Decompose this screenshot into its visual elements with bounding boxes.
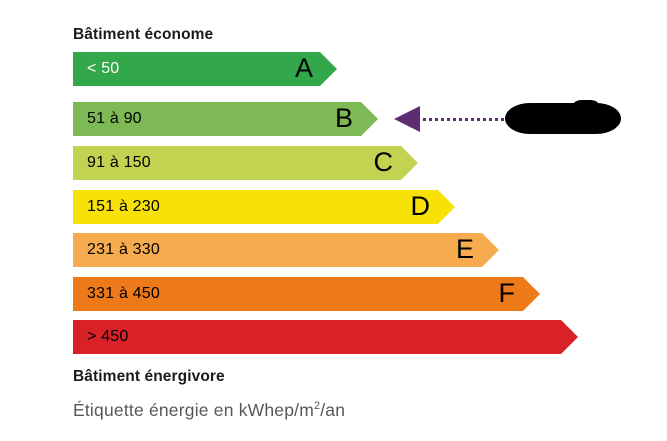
bar-class-letter-c: C bbox=[373, 147, 394, 177]
bar-range-label-a: < 50 bbox=[87, 60, 120, 77]
bar-range-label-g: > 450 bbox=[87, 328, 129, 345]
bar-class-letter-f: F bbox=[498, 278, 516, 308]
energy-class-bar-b: 51 à 90 B bbox=[73, 102, 378, 136]
bar-shape-f bbox=[73, 277, 540, 311]
bar-shape-c bbox=[73, 146, 418, 180]
bar-class-letter-b: B bbox=[334, 103, 353, 133]
energy-class-bar-d: 151 à 230 D bbox=[73, 190, 455, 224]
bar-shape-b bbox=[73, 102, 378, 136]
bar-class-letter-a: A bbox=[294, 53, 313, 83]
energy-class-bar-e: 231 à 330 E bbox=[73, 233, 499, 267]
bar-range-label-b: 51 à 90 bbox=[87, 110, 142, 127]
caption-energy-unit: Étiquette énergie en kWhep/m2/an bbox=[73, 400, 345, 421]
unit-suffix-text: /an bbox=[320, 400, 346, 420]
energy-class-bar-a: < 50 A bbox=[73, 52, 337, 86]
bar-class-letter-d: D bbox=[410, 191, 431, 221]
bar-shape-g bbox=[73, 320, 578, 354]
bar-shape-a bbox=[73, 52, 337, 86]
bar-range-label-e: 231 à 330 bbox=[87, 241, 160, 258]
bar-shape-d bbox=[73, 190, 455, 224]
energy-class-bar-f: 331 à 450 F bbox=[73, 277, 540, 311]
caption-building-efficient: Bâtiment économe bbox=[73, 26, 214, 43]
bar-shape-e bbox=[73, 233, 499, 267]
energy-class-bar-g: > 450 bbox=[73, 320, 578, 354]
energy-class-bar-c: 91 à 150 C bbox=[73, 146, 418, 180]
unit-prefix-text: Étiquette énergie en kWhep/m bbox=[73, 400, 315, 420]
bar-range-label-c: 91 à 150 bbox=[87, 154, 151, 171]
bar-class-letter-e: E bbox=[455, 234, 474, 264]
bar-range-label-f: 331 à 450 bbox=[87, 285, 160, 302]
caption-building-energy-hungry: Bâtiment énergivore bbox=[73, 368, 225, 385]
bar-range-label-d: 151 à 230 bbox=[87, 198, 160, 215]
unit-exponent-text: 2 bbox=[314, 400, 321, 413]
